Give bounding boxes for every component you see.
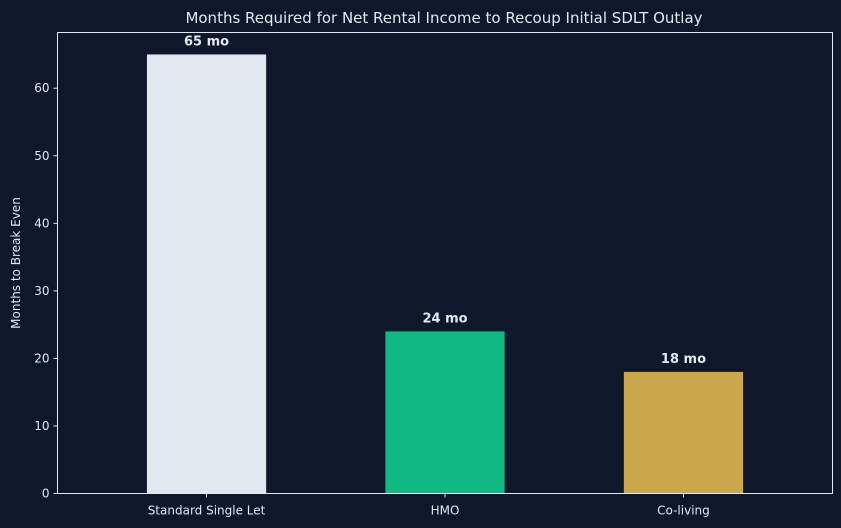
y-tick-label-0: 0	[42, 487, 50, 501]
data-labels-layer: 65 mo 24 mo 18 mo	[184, 34, 706, 366]
y-axis-label: Months to Break Even	[9, 197, 23, 329]
data-label-standard-single-let: 65 mo	[184, 34, 229, 49]
bars-layer	[146, 54, 744, 494]
y-tick-label-10: 10	[34, 419, 49, 433]
bar-hmo	[385, 331, 505, 494]
bar-standard-single-let	[146, 54, 267, 494]
x-tick-label-standard-single-let: Standard Single Let	[148, 504, 266, 518]
plot-frame	[57, 32, 833, 494]
y-tick-label-60: 60	[34, 81, 49, 95]
data-label-hmo: 24 mo	[422, 311, 467, 326]
y-tick-label-30: 30	[34, 284, 49, 298]
data-label-co-living: 18 mo	[661, 352, 706, 367]
chart-title: Months Required for Net Rental Income to…	[185, 9, 702, 27]
x-axis: Standard Single Let HMO Co-living	[148, 493, 710, 518]
y-tick-label-50: 50	[34, 149, 49, 163]
y-tick-label-40: 40	[34, 216, 49, 230]
y-axis: 0 10 20 30 40 50 60	[34, 81, 58, 501]
x-tick-label-co-living: Co-living	[657, 504, 710, 518]
y-tick-label-20: 20	[34, 351, 49, 365]
x-tick-label-hmo: HMO	[431, 504, 460, 518]
bar-co-living	[623, 371, 744, 494]
